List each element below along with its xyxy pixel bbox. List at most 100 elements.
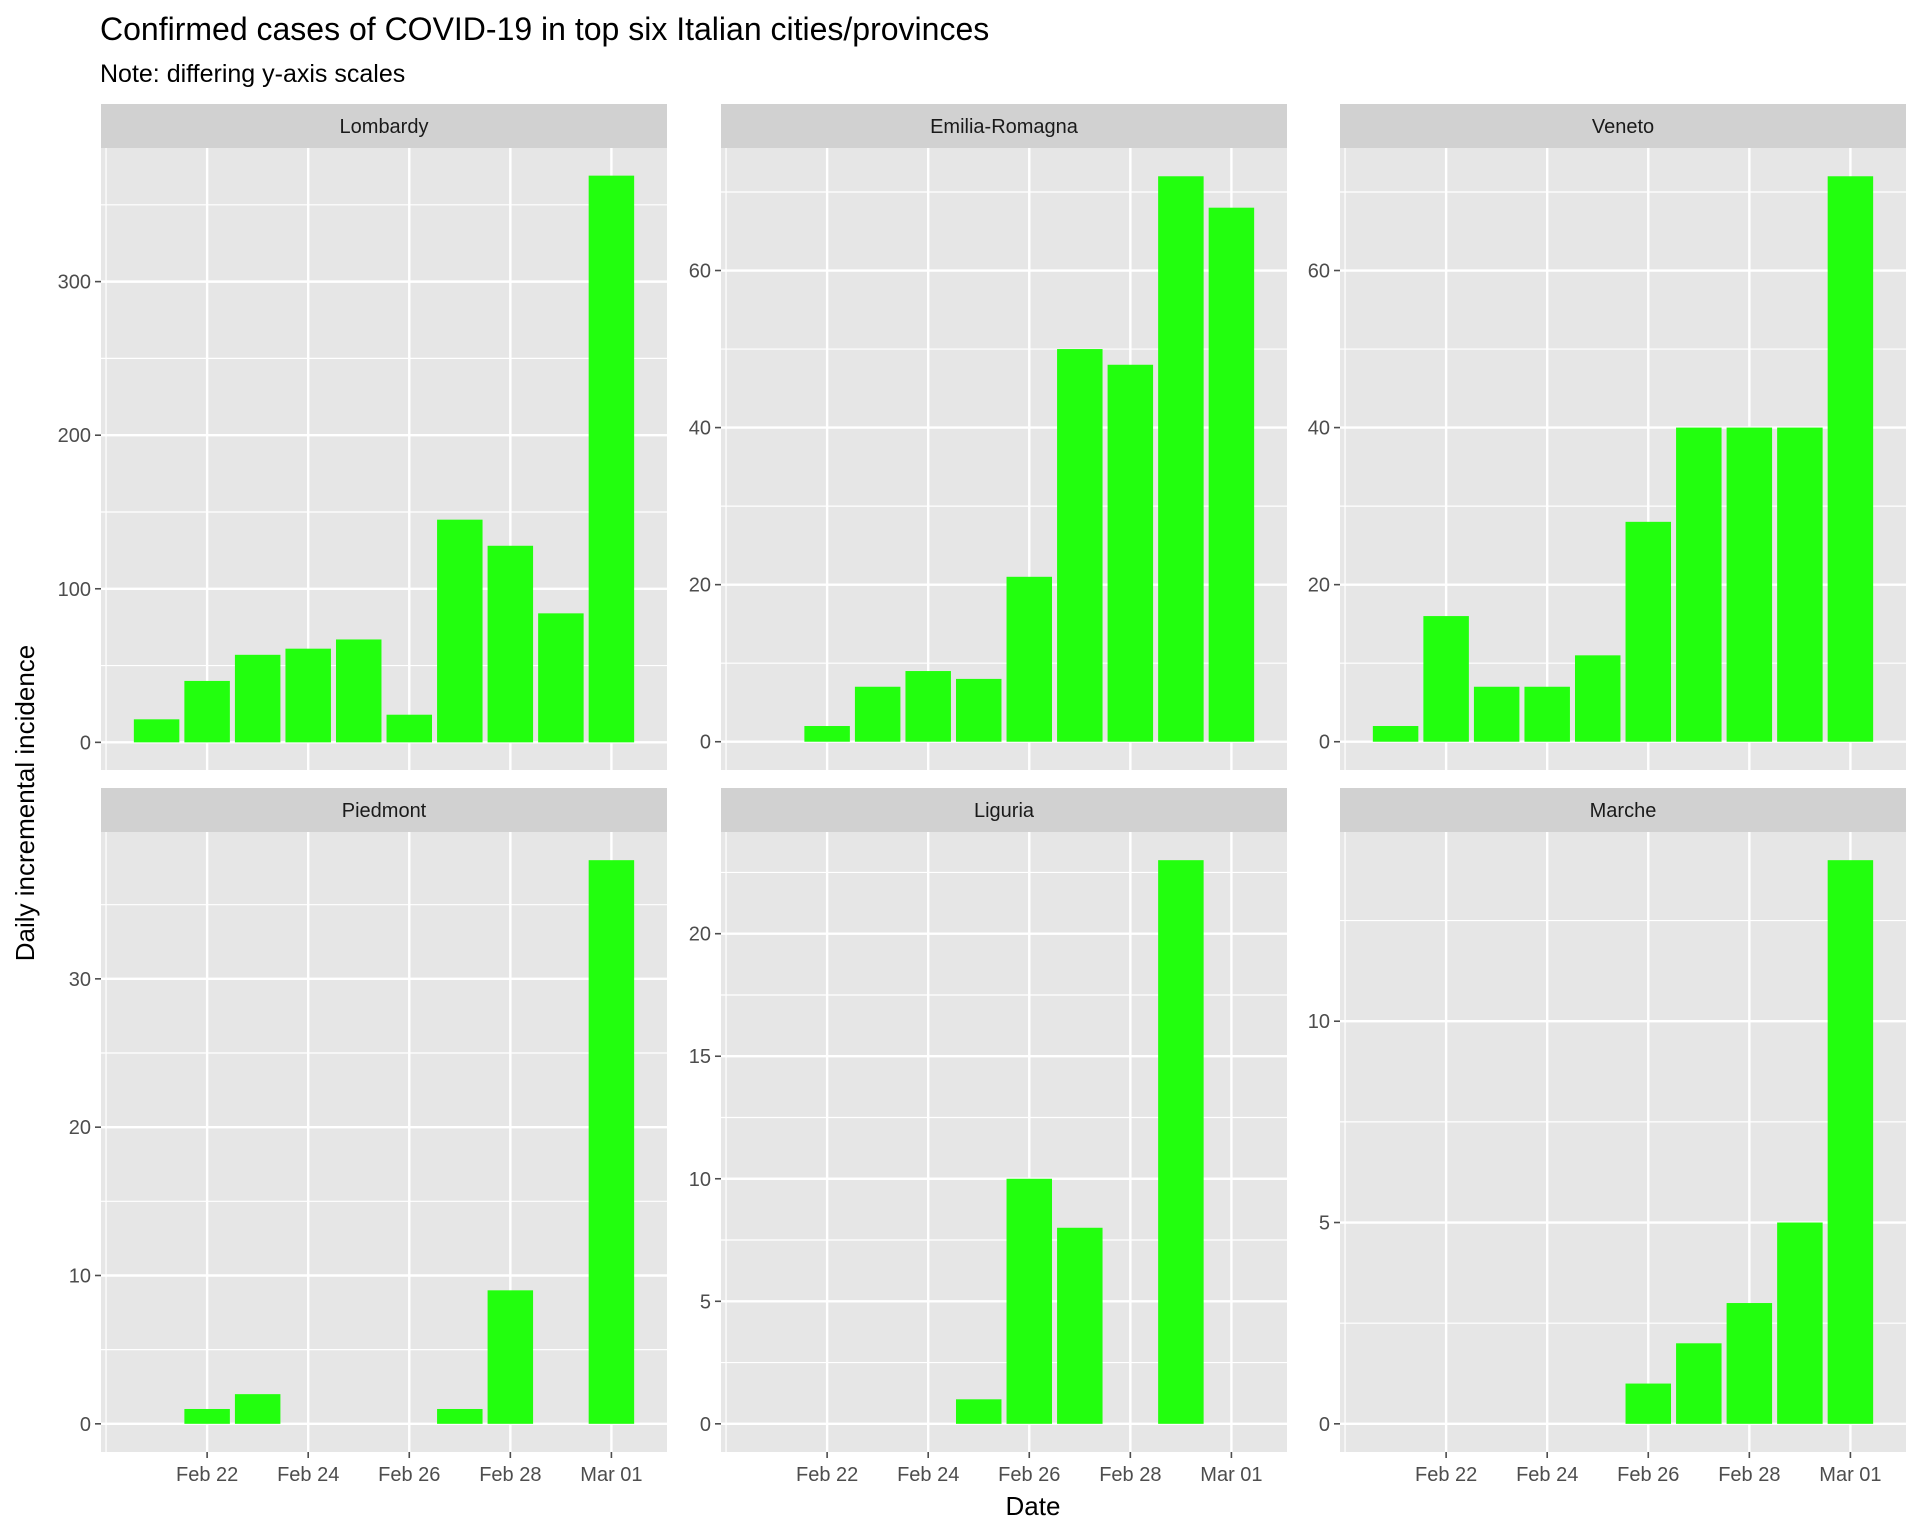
bar-piedmont-2020-02-28 <box>487 1290 534 1424</box>
bar-emilia-romagna-2020-02-22 <box>804 726 850 742</box>
bar-veneto-2020-02-23 <box>1473 686 1520 742</box>
strip-veneto <box>1340 104 1906 148</box>
bar-emilia-romagna-2020-02-29 <box>1158 176 1204 742</box>
x-axis-title: Date <box>1006 1491 1061 1521</box>
strip-emilia-romagna <box>721 104 1287 148</box>
bar-emilia-romagna-2020-02-25 <box>955 678 1002 742</box>
y-tick-label: 60 <box>1308 261 1330 283</box>
y-tick-label: 10 <box>69 1265 91 1287</box>
strip-piedmont <box>101 788 667 832</box>
x-tick-label: Feb 24 <box>277 1464 339 1486</box>
panel-bg-piedmont <box>101 832 667 1452</box>
bar-emilia-romagna-2020-02-27 <box>1057 349 1103 742</box>
bar-emilia-romagna-2020-02-24 <box>905 671 951 742</box>
panel-piedmont: Piedmont 0 10 20 30 Feb 22 Feb 24 Feb 26 Feb 28 M… <box>69 788 667 1486</box>
chart-title: Confirmed cases of COVID-19 in top six I… <box>100 11 989 47</box>
panel-liguria: Liguria 0 5 10 15 20 Feb 22 Feb 24 Feb 26 Feb 28 M… <box>689 788 1287 1486</box>
bar-lombardy-2020-03-01 <box>588 175 635 743</box>
x-tick-label: Feb 22 <box>176 1464 238 1486</box>
y-tick-label: 0 <box>1319 732 1330 754</box>
bar-marche-2020-02-27 <box>1676 1343 1722 1424</box>
bar-veneto-2020-02-25 <box>1574 655 1621 742</box>
strip-label-lombardy: Lombardy <box>340 116 429 138</box>
panel-lombardy: Lombardy 0 100 200 300 <box>58 104 667 770</box>
bar-marche-2020-02-26 <box>1625 1383 1672 1424</box>
bar-emilia-romagna-2020-03-01 <box>1208 207 1255 742</box>
y-tick-label: 0 <box>80 1414 91 1436</box>
bar-emilia-romagna-2020-02-28 <box>1107 364 1154 742</box>
x-tick-label: Feb 26 <box>1617 1464 1679 1486</box>
x-tick-label: Feb 28 <box>1099 1464 1161 1486</box>
bar-veneto-2020-02-29 <box>1777 427 1823 742</box>
bar-marche-2020-03-01 <box>1827 860 1874 1424</box>
facet-panels: Lombardy0100200300Emilia-Romagna0204060V… <box>58 104 1906 1486</box>
bar-veneto-2020-02-24 <box>1524 686 1570 742</box>
bar-emilia-romagna-2020-02-23 <box>854 686 901 742</box>
bar-piedmont-2020-02-27 <box>437 1408 483 1424</box>
bar-liguria-2020-02-27 <box>1057 1227 1103 1424</box>
strip-liguria <box>721 788 1287 832</box>
bar-lombardy-2020-02-25 <box>335 639 382 743</box>
bar-veneto-2020-02-26 <box>1625 521 1672 742</box>
bar-lombardy-2020-02-22 <box>184 680 230 743</box>
y-tick-label: 0 <box>80 732 91 754</box>
y-tick-label: 15 <box>689 1046 711 1068</box>
strip-label-liguria: Liguria <box>974 800 1035 822</box>
y-tick-label: 0 <box>1319 1414 1330 1436</box>
y-tick-label: 60 <box>689 261 711 283</box>
bar-lombardy-2020-02-29 <box>538 613 584 743</box>
x-tick-label: Mar 01 <box>1819 1464 1881 1486</box>
x-tick-label: Feb 28 <box>1718 1464 1780 1486</box>
y-tick-label: 20 <box>689 924 711 946</box>
y-axis-title: Daily incremental incidence <box>10 645 40 961</box>
bar-lombardy-2020-02-28 <box>487 545 534 743</box>
bar-emilia-romagna-2020-02-26 <box>1006 576 1053 742</box>
x-tick-label: Feb 24 <box>1516 1464 1578 1486</box>
bar-lombardy-2020-02-23 <box>234 654 281 743</box>
bar-lombardy-2020-02-24 <box>285 648 331 743</box>
y-tick-label: 20 <box>69 1117 91 1139</box>
bar-lombardy-2020-02-21 <box>133 719 180 743</box>
bar-veneto-2020-02-28 <box>1726 427 1773 742</box>
y-tick-label: 0 <box>700 732 711 754</box>
bar-liguria-2020-02-26 <box>1006 1178 1053 1424</box>
strip-marche <box>1340 788 1906 832</box>
x-tick-label: Mar 01 <box>1200 1464 1262 1486</box>
strip-label-emilia-romagna: Emilia-Romagna <box>930 116 1079 138</box>
panel-emilia-romagna: Emilia-Romagna 0 20 40 60 <box>689 104 1287 770</box>
bar-veneto-2020-02-27 <box>1676 427 1722 742</box>
strip-label-marche: Marche <box>1590 800 1657 822</box>
bar-marche-2020-02-28 <box>1726 1303 1773 1424</box>
y-tick-label: 5 <box>1319 1213 1330 1235</box>
bar-liguria-2020-02-29 <box>1158 860 1204 1424</box>
y-tick-label: 30 <box>69 969 91 991</box>
x-tick-label: Feb 24 <box>897 1464 959 1486</box>
y-tick-label: 40 <box>689 418 711 440</box>
panel-marche: Marche 0 5 10 Feb 22 Feb 24 Feb 26 Feb 28 Mar 01 <box>1308 788 1906 1486</box>
bar-veneto-2020-02-21 <box>1372 726 1419 742</box>
bar-piedmont-2020-02-23 <box>234 1394 281 1424</box>
bar-liguria-2020-02-25 <box>955 1399 1002 1424</box>
y-tick-label: 20 <box>689 575 711 597</box>
x-tick-label: Mar 01 <box>580 1464 642 1486</box>
x-tick-label: Feb 26 <box>998 1464 1060 1486</box>
y-tick-label: 5 <box>700 1291 711 1313</box>
x-tick-label: Feb 26 <box>378 1464 440 1486</box>
strip-label-veneto: Veneto <box>1592 116 1654 138</box>
chart-subtitle: Note: differing y-axis scales <box>100 60 405 88</box>
y-tick-label: 10 <box>689 1169 711 1191</box>
x-tick-label: Feb 28 <box>479 1464 541 1486</box>
bar-veneto-2020-02-22 <box>1423 616 1469 742</box>
bar-veneto-2020-03-01 <box>1827 176 1874 742</box>
y-tick-label: 100 <box>58 579 91 601</box>
y-tick-label: 10 <box>1308 1011 1330 1033</box>
x-tick-label: Feb 22 <box>1415 1464 1477 1486</box>
bar-lombardy-2020-02-26 <box>386 714 433 743</box>
y-tick-label: 300 <box>58 272 91 294</box>
y-tick-label: 200 <box>58 425 91 447</box>
bar-piedmont-2020-03-01 <box>588 860 635 1424</box>
strip-lombardy <box>101 104 667 148</box>
bar-marche-2020-02-29 <box>1777 1222 1823 1424</box>
bar-piedmont-2020-02-22 <box>184 1408 230 1424</box>
